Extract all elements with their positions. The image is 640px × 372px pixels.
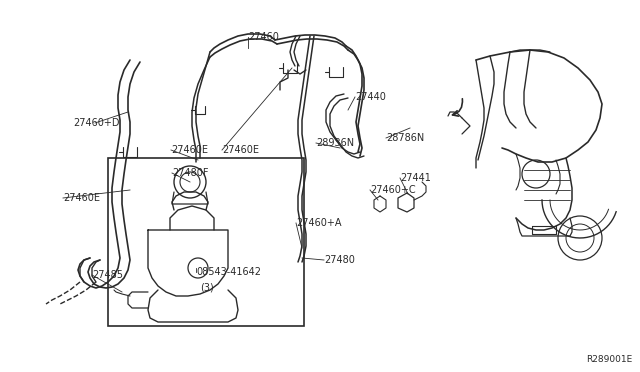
Text: 28936N: 28936N (316, 138, 354, 148)
Text: 08543-41642: 08543-41642 (196, 267, 261, 277)
Text: 27480F: 27480F (172, 168, 209, 178)
Text: 27460+D: 27460+D (73, 118, 120, 128)
Text: 27460: 27460 (248, 32, 279, 42)
Text: 27460E: 27460E (171, 145, 208, 155)
Text: 27460+C: 27460+C (370, 185, 415, 195)
Text: 27480: 27480 (324, 255, 355, 265)
Text: 27440: 27440 (355, 92, 386, 102)
Text: 27441: 27441 (400, 173, 431, 183)
Text: (3): (3) (200, 282, 214, 292)
Text: 28786N: 28786N (386, 133, 424, 143)
Text: 27460E: 27460E (222, 145, 259, 155)
Text: 27460E: 27460E (63, 193, 100, 203)
Text: R289001E: R289001E (586, 355, 632, 364)
Bar (108, 158, 304, 326)
Text: 27485: 27485 (92, 270, 123, 280)
Text: 27460+A: 27460+A (296, 218, 342, 228)
